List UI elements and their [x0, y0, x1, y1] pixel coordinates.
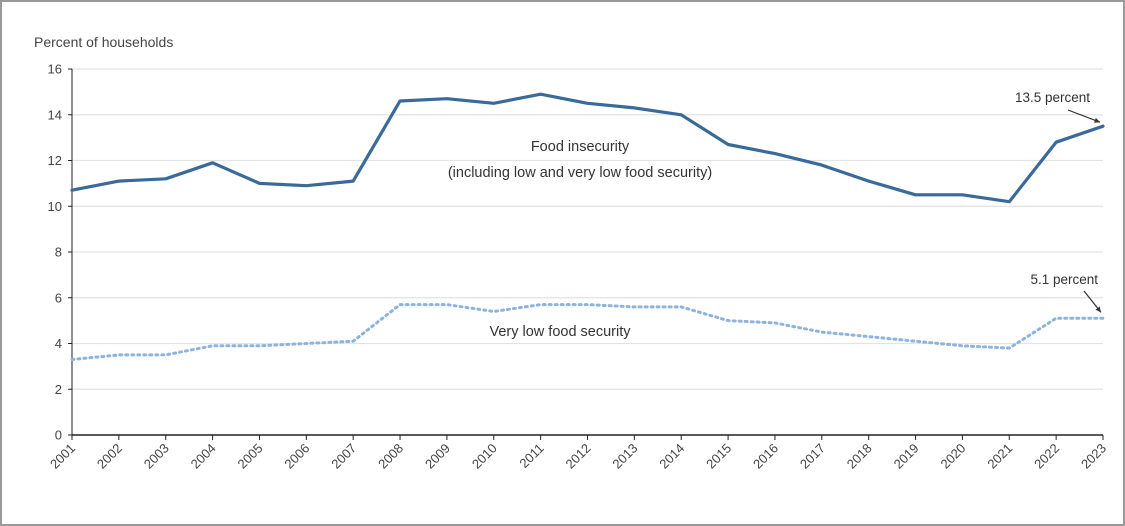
callout-arrow-line: [1067, 109, 1101, 123]
y-tick-label: 16: [48, 62, 62, 77]
y-tick-label: 12: [48, 153, 62, 168]
gridlines: [68, 68, 1103, 436]
y-tick-label: 14: [48, 107, 62, 122]
callout-arrow-head: [1095, 306, 1101, 313]
callout-food-insecurity-value: 13.5 percent: [1015, 90, 1090, 105]
food-insecurity-sublabel: (including low and very low food securit…: [448, 165, 712, 181]
y-tick-label: 10: [48, 199, 62, 214]
x-tick-label: 2009: [422, 441, 453, 472]
x-tick-labels: 2001 2002 2003 2004 2005 2006 2007 2008 2009 2010…: [47, 435, 1109, 472]
x-tick-label: 2022: [1031, 441, 1062, 472]
callout-very-low-value: 5.1 percent: [1030, 272, 1098, 287]
x-tick-label: 2012: [563, 441, 594, 472]
y-tick-label: 6: [55, 290, 62, 305]
x-tick-label: 2020: [937, 441, 968, 472]
food-insecurity-label: Food insecurity: [531, 139, 630, 155]
x-tick-label: 2016: [750, 441, 781, 472]
callout-arrow-head: [1094, 117, 1100, 123]
x-tick-label: 2007: [328, 441, 359, 472]
x-tick-label: 2005: [235, 441, 266, 472]
x-tick-label: 2001: [47, 441, 78, 472]
x-tick-label: 2021: [984, 441, 1015, 472]
y-axis-title: Percent of households: [34, 34, 173, 50]
callout-arrows: [1067, 109, 1102, 313]
y-tick-labels: 0 2 4 6 8 10 12 14 16: [48, 62, 62, 443]
very-low-food-security-label: Very low food security: [489, 324, 631, 340]
food-insecurity-line: [70, 92, 1105, 204]
x-tick-label: 2011: [516, 441, 546, 471]
y-tick-label: 2: [55, 382, 62, 397]
x-tick-label: 2008: [375, 441, 406, 472]
y-tick-label: 8: [55, 245, 62, 260]
x-tick-label: 2015: [703, 441, 734, 472]
x-tick-label: 2014: [656, 441, 687, 472]
series-lines: [70, 92, 1105, 361]
x-tick-label: 2003: [141, 441, 172, 472]
very-low-food-security-line: [70, 303, 1105, 361]
x-tick-label: 2018: [844, 441, 875, 472]
x-tick-label: 2017: [797, 441, 828, 472]
x-tick-label: 2006: [281, 441, 312, 472]
x-tick-label: 2004: [188, 441, 219, 472]
x-tick-label: 2013: [609, 441, 640, 472]
x-tick-label: 2002: [94, 441, 125, 472]
x-tick-label: 2010: [469, 441, 500, 472]
x-tick-label: 2023: [1078, 441, 1109, 472]
x-tick-label: 2019: [891, 441, 922, 472]
y-tick-label: 0: [55, 428, 62, 443]
y-tick-label: 4: [55, 336, 62, 351]
